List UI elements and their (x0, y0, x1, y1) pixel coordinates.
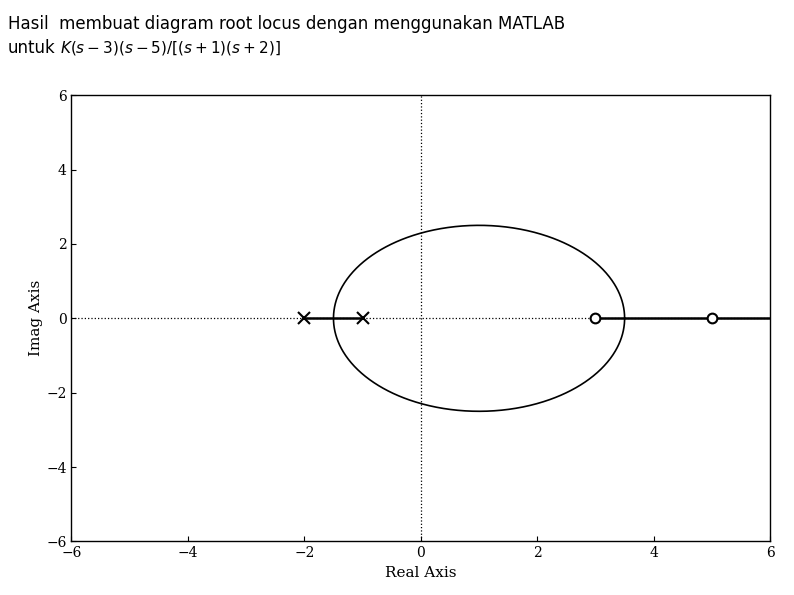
X-axis label: Real Axis: Real Axis (385, 566, 457, 580)
Text: Hasil  membuat diagram root locus dengan menggunakan MATLAB: Hasil membuat diagram root locus dengan … (8, 15, 565, 33)
Y-axis label: Imag Axis: Imag Axis (29, 280, 44, 356)
Text: untuk: untuk (8, 39, 56, 57)
Text: $K(s-3)(s-5)/[(s+1)(s+2)]$: $K(s-3)(s-5)/[(s+1)(s+2)]$ (60, 39, 280, 57)
